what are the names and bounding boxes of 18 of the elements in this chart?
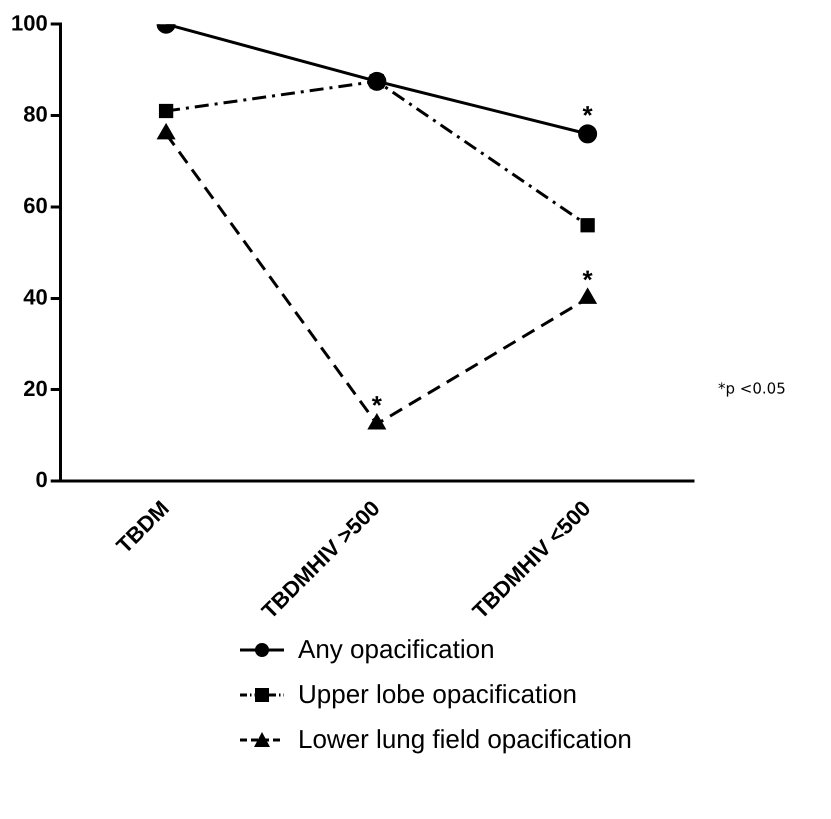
y-tick-label: 0 bbox=[35, 467, 48, 492]
point bbox=[579, 288, 596, 304]
point bbox=[368, 414, 386, 430]
point bbox=[158, 104, 174, 118]
annotation: * bbox=[582, 100, 594, 130]
y-tick-label: 20 bbox=[23, 376, 48, 401]
point bbox=[580, 218, 595, 232]
legend-label: Lower lung field opacification bbox=[298, 724, 632, 755]
y-tick-label: 60 bbox=[23, 193, 48, 218]
y-tick-label: 80 bbox=[23, 102, 48, 127]
annotation: * bbox=[372, 390, 383, 420]
legend-label: Upper lobe opacification bbox=[298, 679, 577, 710]
point bbox=[578, 124, 598, 144]
y-tick-label: 100 bbox=[10, 10, 48, 36]
annotation: * bbox=[582, 264, 594, 295]
text: *p <0.05 bbox=[718, 380, 786, 398]
legend-label: Any opacification bbox=[298, 634, 495, 665]
y-tick-label: 40 bbox=[23, 284, 48, 310]
